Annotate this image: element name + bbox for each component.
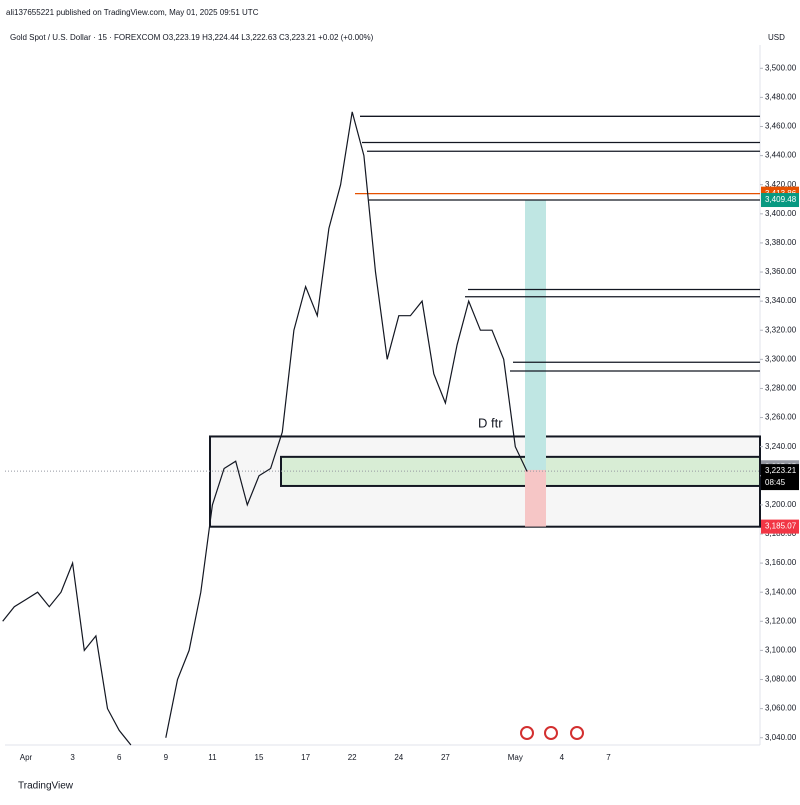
- symbol-legend: Gold Spot / U.S. Dollar · 15 · FOREXCOM …: [10, 33, 374, 42]
- price-label-box: [761, 193, 799, 208]
- y-tick-label: 3,380.00: [765, 238, 797, 247]
- profit-zone: [525, 200, 546, 470]
- y-tick-label: 3,340.00: [765, 296, 797, 305]
- y-tick-label: 3,040.00: [765, 733, 797, 742]
- x-tick-label: May: [508, 753, 523, 762]
- x-tick-label: 7: [606, 753, 611, 762]
- x-tick-label: 22: [348, 753, 357, 762]
- published-note: ali137655221 published on TradingView.co…: [6, 8, 259, 17]
- x-tick-label: 24: [394, 753, 403, 762]
- price-label: 3,409.48: [765, 195, 797, 204]
- y-tick-label: 3,460.00: [765, 122, 797, 131]
- y-tick-label: 3,280.00: [765, 384, 797, 393]
- loss-zone: [525, 469, 546, 527]
- y-tick-label: 3,300.00: [765, 354, 797, 363]
- y-tick-label: 3,500.00: [765, 63, 797, 72]
- countdown: 08:45: [765, 478, 786, 487]
- brand: TradingView: [18, 781, 74, 792]
- y-tick-label: 3,480.00: [765, 93, 797, 102]
- y-tick-label: 3,420.00: [765, 180, 797, 189]
- y-tick-label: 3,100.00: [765, 646, 797, 655]
- currency: USD: [768, 33, 785, 42]
- x-tick-label: 6: [117, 753, 122, 762]
- zone: [280, 455, 761, 487]
- y-tick-label: 3,200.00: [765, 500, 797, 509]
- x-tick-label: 17: [301, 753, 310, 762]
- y-tick-label: 3,320.00: [765, 325, 797, 334]
- price-label: 3,223.21: [765, 466, 797, 475]
- x-tick-label: 27: [441, 753, 450, 762]
- y-tick-label: 3,160.00: [765, 558, 797, 567]
- y-tick-label: 3,140.00: [765, 587, 797, 596]
- x-tick-label: 3: [70, 753, 75, 762]
- x-tick-label: Apr: [20, 753, 33, 762]
- y-tick-label: 3,120.00: [765, 616, 797, 625]
- x-tick-label: 9: [164, 753, 169, 762]
- y-tick-label: 3,360.00: [765, 267, 797, 276]
- y-tick-label: 3,240.00: [765, 442, 797, 451]
- x-tick-label: 11: [208, 753, 217, 762]
- y-tick-label: 3,060.00: [765, 704, 797, 713]
- x-tick-label: 4: [560, 753, 565, 762]
- y-tick-label: 3,440.00: [765, 151, 797, 160]
- price-label-box: [761, 464, 799, 491]
- y-tick-label: 3,080.00: [765, 675, 797, 684]
- price-label-box: [761, 519, 799, 534]
- event-icons: [520, 726, 584, 740]
- y-tick-label: 3,400.00: [765, 209, 797, 218]
- price-line: [2, 111, 528, 746]
- x-tick-label: 15: [255, 753, 264, 762]
- y-tick-label: 3,260.00: [765, 413, 797, 422]
- price-label: 3,185.07: [765, 522, 797, 531]
- annotation: D ftr: [478, 415, 503, 430]
